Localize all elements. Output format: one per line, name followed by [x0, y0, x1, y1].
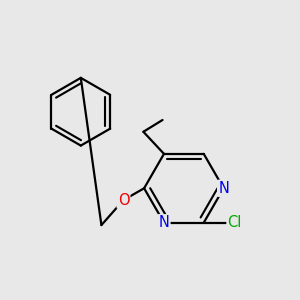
- Text: N: N: [158, 215, 169, 230]
- Text: Cl: Cl: [227, 215, 242, 230]
- Text: O: O: [118, 193, 129, 208]
- Text: N: N: [218, 181, 229, 196]
